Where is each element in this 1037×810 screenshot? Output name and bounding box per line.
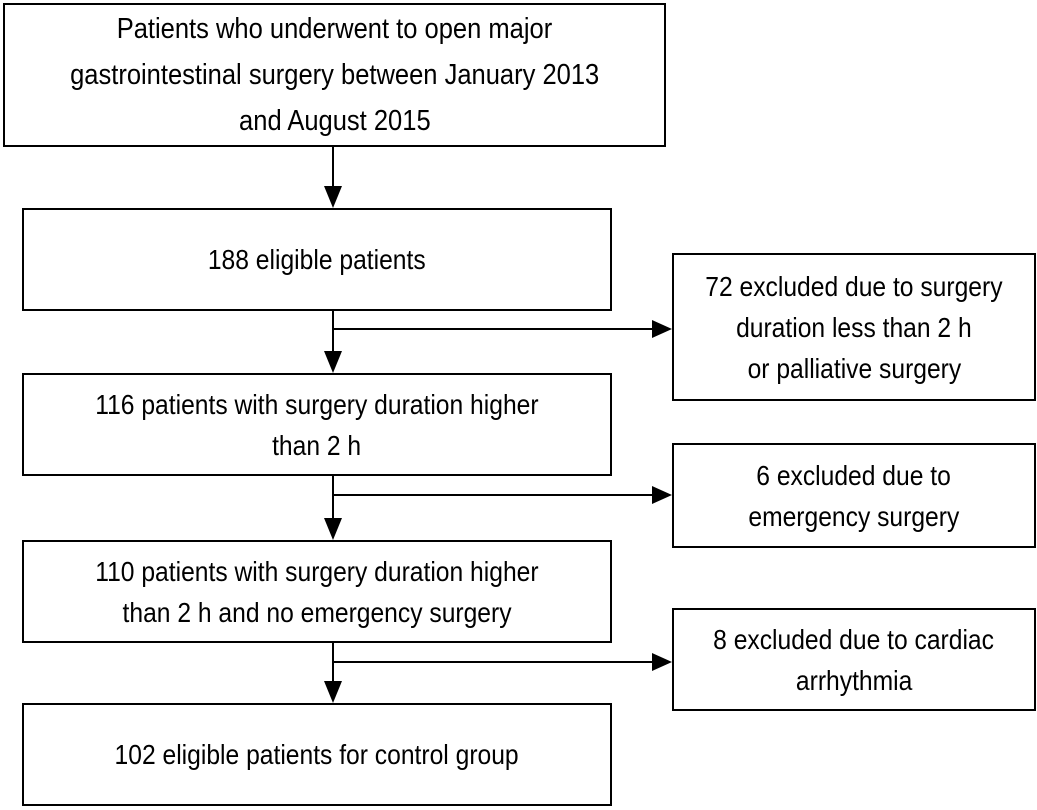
box-excluded-duration-line-2: duration less than 2 h — [736, 311, 972, 343]
connector-no-emergency-to-control — [332, 643, 334, 694]
arrowhead-right-excluded-duration-icon — [652, 320, 672, 338]
box-no-emergency-surgery: 110 patients with surgery duration highe… — [22, 540, 612, 643]
box-excluded-emergency: 6 excluded due to emergency surgery — [672, 443, 1036, 548]
box-surgery-duration-line-1: 116 patients with surgery duration highe… — [95, 388, 539, 420]
arrowhead-right-excluded-arrhythmia-icon — [652, 653, 672, 671]
box-eligible-patients: 188 eligible patients — [22, 208, 612, 311]
box-excluded-arrhythmia-line-1: 8 excluded due to cardiac — [713, 623, 995, 655]
arrowhead-down-control-icon — [324, 681, 342, 703]
box-surgery-duration-line-2: than 2 h — [272, 429, 362, 461]
arrowhead-down-duration-icon — [324, 351, 342, 373]
box-excluded-arrhythmia-line-2: arrhythmia — [795, 664, 913, 696]
connector-eligible-to-excluded-duration — [333, 328, 656, 330]
box-enrollment-line-3: and August 2015 — [238, 105, 431, 137]
box-no-emergency-surgery-line-1: 110 patients with surgery duration highe… — [95, 555, 539, 587]
box-enrollment: Patients who underwent to open major gas… — [3, 3, 666, 147]
connector-eligible-to-duration — [332, 311, 334, 364]
arrowhead-right-excluded-emergency-icon — [652, 486, 672, 504]
box-excluded-emergency-line-1: 6 excluded due to — [756, 459, 952, 491]
box-excluded-duration-line-3: or palliative surgery — [747, 352, 961, 384]
box-eligible-patients-line-1: 188 eligible patients — [208, 244, 426, 275]
arrowhead-down-no-emergency-icon — [324, 518, 342, 540]
box-excluded-arrhythmia: 8 excluded due to cardiac arrhythmia — [672, 608, 1036, 711]
connector-no-emergency-to-excluded-arrhythmia — [333, 661, 656, 663]
arrowhead-down-eligible-icon — [324, 186, 342, 208]
box-excluded-duration: 72 excluded due to surgery duration less… — [672, 253, 1036, 401]
connector-duration-to-excluded-emergency — [333, 494, 656, 496]
box-no-emergency-surgery-line-2: than 2 h and no emergency surgery — [122, 596, 512, 628]
box-excluded-emergency-line-2: emergency surgery — [748, 500, 960, 532]
box-control-group-line-1: 102 eligible patients for control group — [114, 739, 520, 770]
box-enrollment-line-2: gastrointestinal surgery between January… — [69, 59, 600, 91]
connector-enrollment-to-eligible — [332, 147, 334, 199]
box-surgery-duration: 116 patients with surgery duration highe… — [22, 373, 612, 476]
box-enrollment-line-1: Patients who underwent to open major — [116, 13, 553, 45]
box-excluded-duration-line-1: 72 excluded due to surgery — [705, 270, 1003, 302]
box-control-group: 102 eligible patients for control group — [22, 703, 612, 806]
connector-duration-to-no-emergency — [332, 476, 334, 531]
